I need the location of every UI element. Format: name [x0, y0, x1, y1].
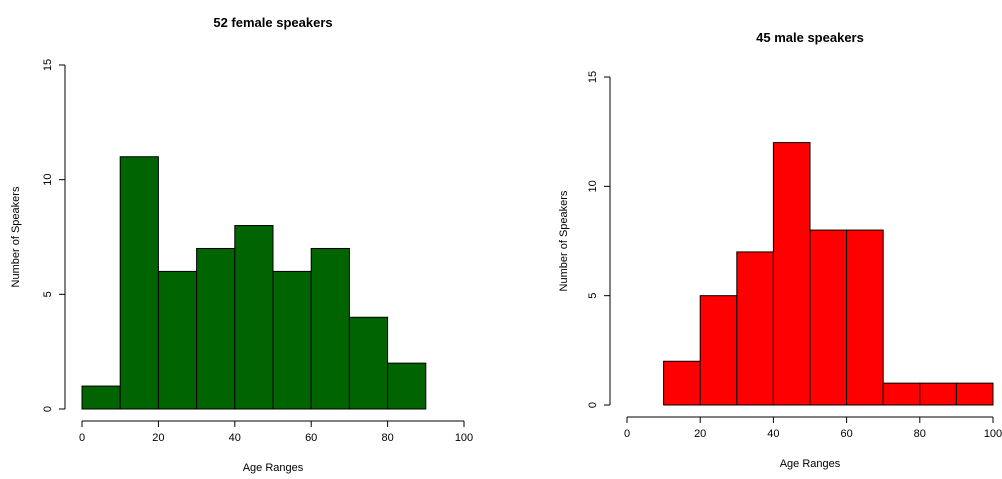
x-tick-label: 80 — [914, 428, 926, 440]
y-tick-label: 0 — [587, 402, 599, 408]
male-speakers-histogram: 45 male speakers 0 20 40 60 80 100 0 5 10 15 Age Ra… — [558, 30, 1002, 470]
histogram-bar — [310, 247, 350, 410]
histogram-bar — [272, 270, 312, 410]
y-tick-label: 10 — [42, 174, 54, 186]
histogram-bar — [387, 362, 427, 410]
y-axis-label: Number of Speakers — [558, 190, 570, 291]
x-tick-label: 40 — [229, 432, 241, 444]
x-tick-label: 20 — [152, 432, 164, 444]
histogram-bar — [736, 251, 774, 406]
histogram-bar — [234, 225, 274, 410]
x-tick-label: 100 — [984, 428, 1002, 440]
y-tick-label: 15 — [42, 59, 54, 71]
histogram-bar — [955, 382, 994, 406]
x-tick-label: 20 — [694, 428, 706, 440]
histogram-bar — [157, 270, 198, 410]
y-axis-label: Number of Speakers — [10, 186, 22, 287]
x-axis-label: Age Ranges — [243, 462, 304, 474]
chart-title: 52 female speakers — [213, 15, 332, 30]
x-axis-label: Age Ranges — [780, 458, 841, 470]
histogram-bar — [119, 156, 159, 410]
histogram-bar — [663, 360, 701, 406]
histogram-bar — [699, 295, 738, 406]
histogram-bar — [772, 142, 811, 406]
histogram-bar — [846, 229, 884, 406]
histogram-bar — [809, 229, 848, 406]
x-tick-label: 0 — [624, 428, 630, 440]
x-tick-label: 80 — [381, 432, 393, 444]
x-tick-label: 40 — [767, 428, 779, 440]
chart-title: 45 male speakers — [756, 30, 864, 45]
female-speakers-histogram: 52 female speakers 0 20 40 60 80 100 0 5 10 15 Age … — [10, 15, 473, 474]
y-tick-label: 5 — [42, 291, 54, 297]
histogram-bar — [348, 316, 389, 410]
y-tick-label: 0 — [42, 406, 54, 412]
histogram-bar — [919, 382, 957, 406]
x-tick-label: 60 — [840, 428, 852, 440]
histogram-bar — [882, 382, 921, 406]
y-tick-label: 10 — [587, 180, 599, 192]
histogram-bar — [81, 385, 121, 410]
x-tick-label: 100 — [455, 432, 473, 444]
y-tick-label: 15 — [587, 71, 599, 83]
x-tick-label: 60 — [305, 432, 317, 444]
y-tick-label: 5 — [587, 293, 599, 299]
x-tick-label: 0 — [79, 432, 85, 444]
histogram-bar — [196, 247, 236, 410]
